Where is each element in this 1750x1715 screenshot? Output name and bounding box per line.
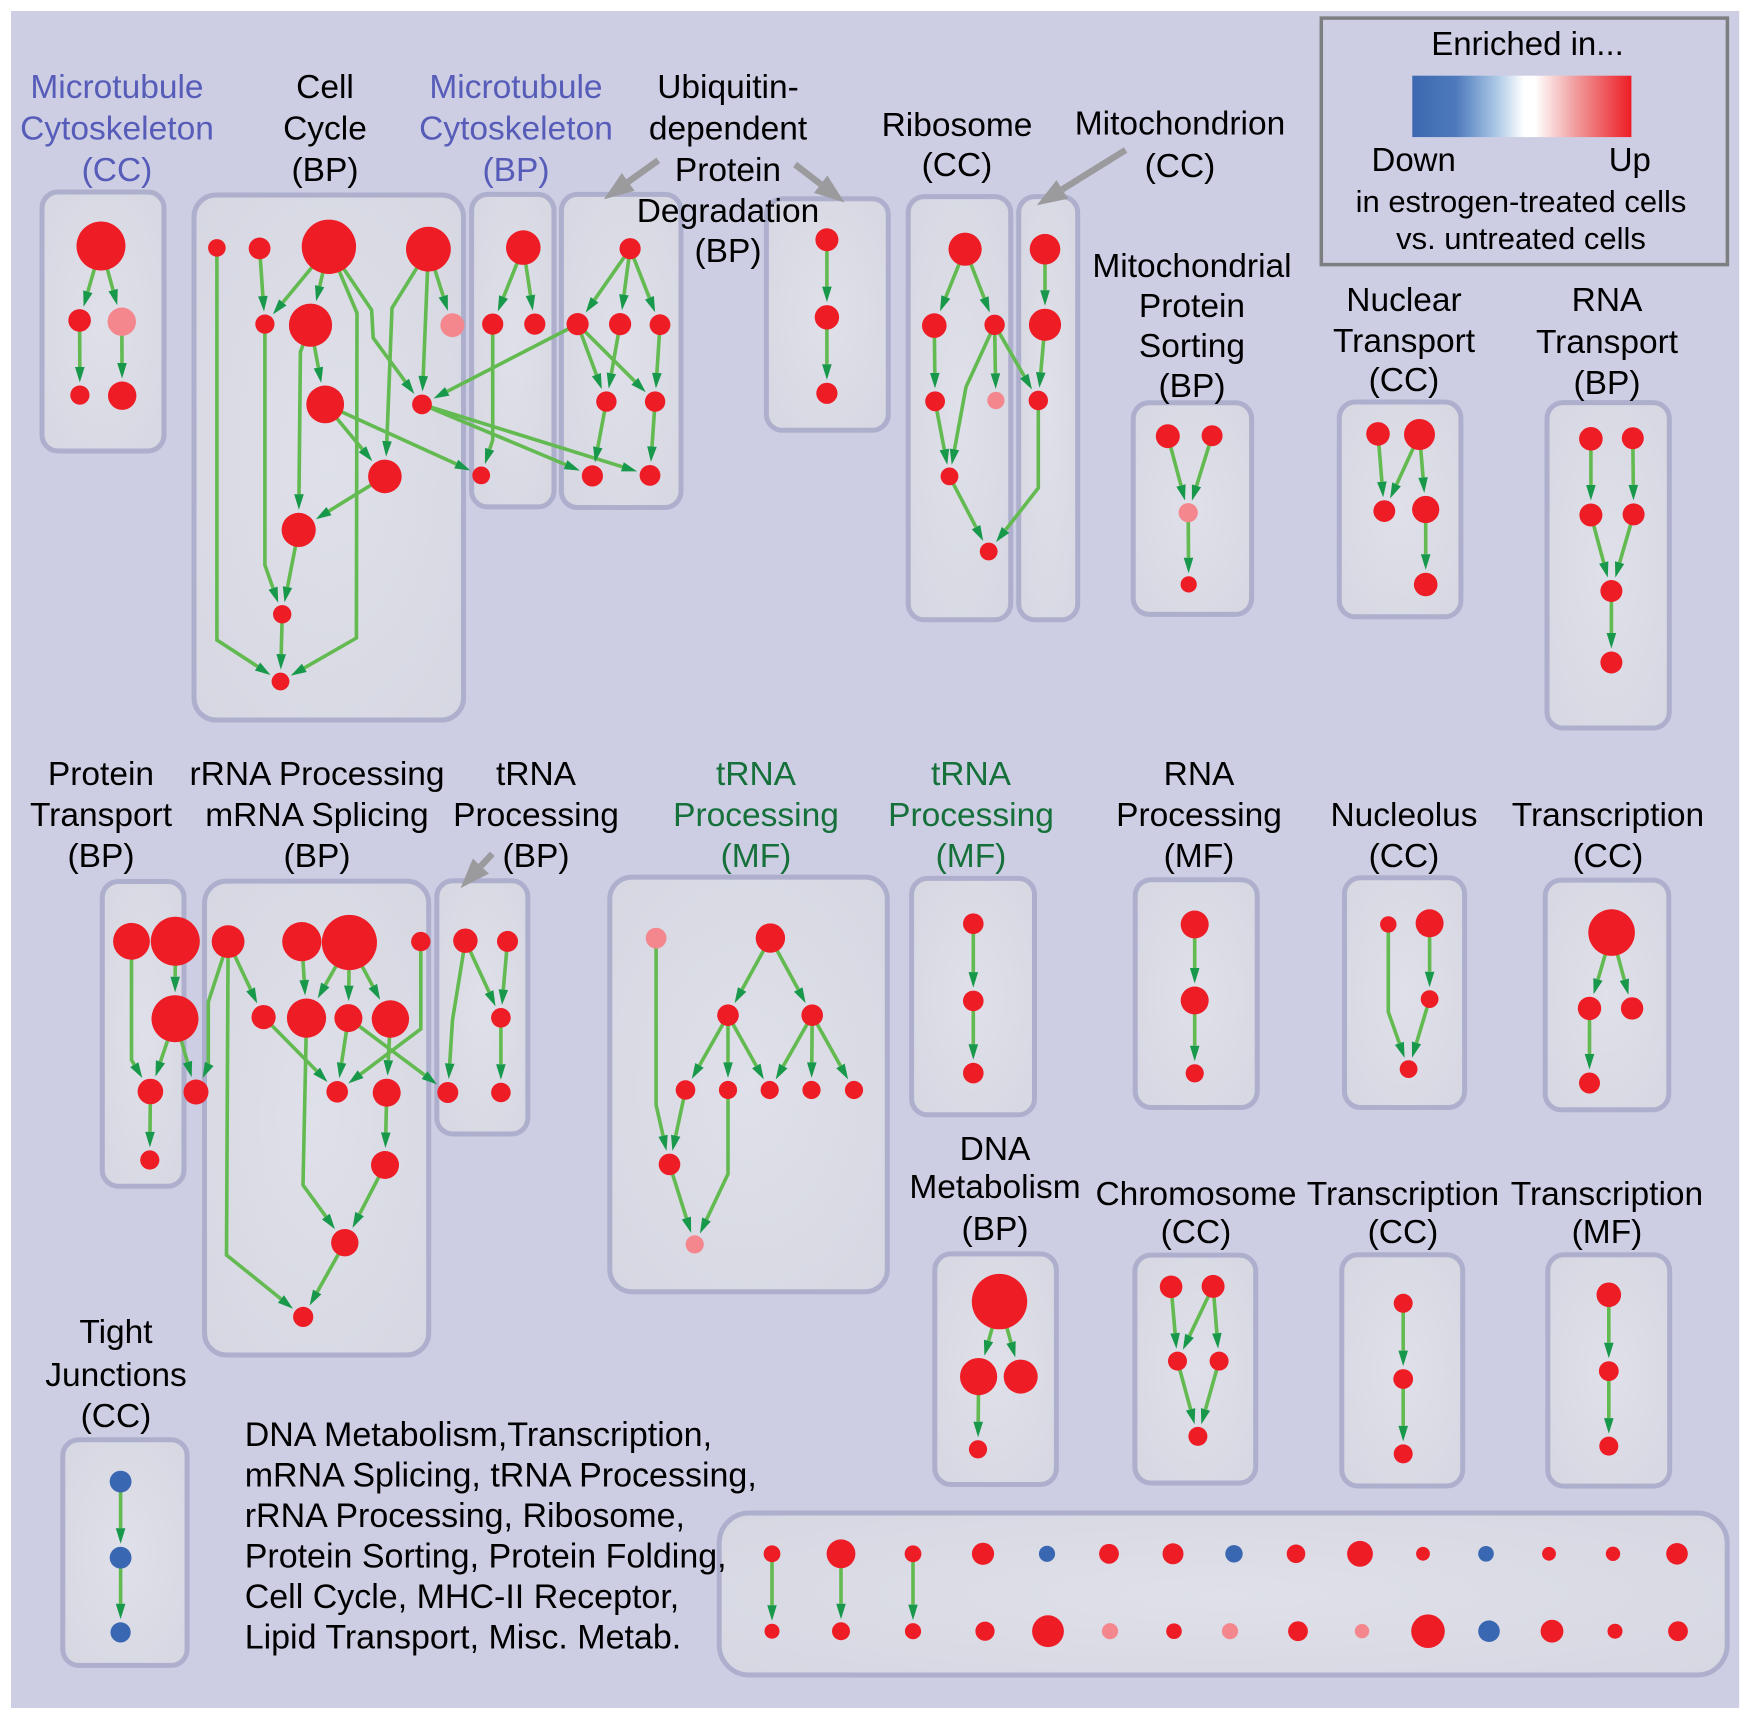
svg-text:(BP): (BP) xyxy=(962,1211,1029,1248)
svg-text:(BP): (BP) xyxy=(483,152,550,189)
svg-text:DNA: DNA xyxy=(960,1131,1031,1168)
svg-text:Protein Sorting, Protein Foldi: Protein Sorting, Protein Folding, xyxy=(245,1538,727,1576)
svg-text:RNA: RNA xyxy=(1164,756,1235,793)
svg-text:vs. untreated cells: vs. untreated cells xyxy=(1396,221,1646,256)
svg-text:Processing: Processing xyxy=(453,797,619,834)
svg-text:(BP): (BP) xyxy=(68,838,135,875)
svg-text:(MF): (MF) xyxy=(1164,838,1235,875)
svg-text:(BP): (BP) xyxy=(292,152,359,189)
svg-text:(CC): (CC) xyxy=(1161,1214,1232,1251)
svg-text:(BP): (BP) xyxy=(1574,365,1641,402)
svg-text:Degradation: Degradation xyxy=(637,193,820,230)
svg-text:Processing: Processing xyxy=(888,797,1054,834)
svg-text:Processing: Processing xyxy=(1116,797,1282,834)
svg-text:tRNA: tRNA xyxy=(496,756,577,793)
svg-text:Microtubule: Microtubule xyxy=(429,69,602,106)
svg-text:Transcription: Transcription xyxy=(1511,1176,1703,1213)
svg-text:Microtubule: Microtubule xyxy=(30,69,203,106)
svg-text:Sorting: Sorting xyxy=(1139,328,1245,365)
svg-text:mRNA Splicing, tRNA Processing: mRNA Splicing, tRNA Processing, xyxy=(245,1457,757,1495)
svg-text:rRNA Processing, Ribosome,: rRNA Processing, Ribosome, xyxy=(245,1497,685,1535)
svg-text:Mitochondrion: Mitochondrion xyxy=(1075,106,1285,143)
svg-text:Metabolism: Metabolism xyxy=(909,1169,1080,1206)
svg-text:(BP): (BP) xyxy=(695,233,762,270)
svg-text:(MF): (MF) xyxy=(721,838,792,875)
svg-text:Protein: Protein xyxy=(48,756,154,793)
svg-text:in estrogen-treated cells: in estrogen-treated cells xyxy=(1356,184,1687,219)
svg-text:Cytoskeleton: Cytoskeleton xyxy=(419,111,613,148)
svg-text:(MF): (MF) xyxy=(1572,1214,1643,1251)
svg-text:(CC): (CC) xyxy=(1573,838,1644,875)
svg-text:(CC): (CC) xyxy=(922,147,993,184)
svg-text:dependent: dependent xyxy=(649,111,808,148)
svg-text:Cytoskeleton: Cytoskeleton xyxy=(20,111,214,148)
svg-text:(BP): (BP) xyxy=(1159,368,1226,405)
svg-text:(CC): (CC) xyxy=(81,1398,152,1435)
svg-text:Transport: Transport xyxy=(30,797,173,834)
svg-text:Transport: Transport xyxy=(1536,324,1679,361)
svg-text:tRNA: tRNA xyxy=(716,756,797,793)
svg-text:Enriched in...: Enriched in... xyxy=(1431,25,1624,62)
svg-text:Transcription: Transcription xyxy=(1307,1176,1499,1213)
svg-text:Nuclear: Nuclear xyxy=(1346,282,1461,319)
svg-text:Ribosome: Ribosome xyxy=(882,107,1033,144)
svg-text:Down: Down xyxy=(1372,141,1456,178)
svg-text:(BP): (BP) xyxy=(284,838,351,875)
svg-text:Cell Cycle, MHC-II Receptor,: Cell Cycle, MHC-II Receptor, xyxy=(245,1578,680,1616)
svg-text:Nucleolus: Nucleolus xyxy=(1330,797,1477,834)
svg-text:Tight: Tight xyxy=(79,1314,153,1351)
svg-text:(BP): (BP) xyxy=(503,838,570,875)
svg-text:mRNA Splicing: mRNA Splicing xyxy=(205,797,428,834)
svg-text:(CC): (CC) xyxy=(1145,148,1216,185)
svg-text:Junctions: Junctions xyxy=(45,1357,187,1394)
svg-text:Cycle: Cycle xyxy=(283,111,367,148)
svg-text:Transport: Transport xyxy=(1333,323,1476,360)
svg-text:Protein: Protein xyxy=(1139,288,1245,325)
svg-text:RNA: RNA xyxy=(1572,282,1643,319)
svg-text:DNA Metabolism,Transcription,: DNA Metabolism,Transcription, xyxy=(245,1416,712,1454)
svg-text:Cell: Cell xyxy=(296,69,354,106)
svg-text:Mitochondrial: Mitochondrial xyxy=(1092,248,1291,285)
svg-text:(CC): (CC) xyxy=(1369,838,1440,875)
svg-text:Ubiquitin-: Ubiquitin- xyxy=(657,69,799,106)
svg-text:(MF): (MF) xyxy=(936,838,1007,875)
svg-text:rRNA Processing: rRNA Processing xyxy=(189,756,444,793)
svg-text:(CC): (CC) xyxy=(1369,362,1440,399)
svg-text:Protein: Protein xyxy=(675,152,781,189)
svg-text:Lipid Transport, Misc. Metab.: Lipid Transport, Misc. Metab. xyxy=(245,1619,682,1657)
svg-text:Chromosome: Chromosome xyxy=(1095,1176,1296,1213)
svg-text:Processing: Processing xyxy=(673,797,839,834)
svg-text:Up: Up xyxy=(1609,141,1651,178)
svg-text:Transcription: Transcription xyxy=(1512,797,1704,834)
svg-text:(CC): (CC) xyxy=(82,152,153,189)
svg-text:tRNA: tRNA xyxy=(931,756,1012,793)
svg-text:(CC): (CC) xyxy=(1368,1214,1439,1251)
